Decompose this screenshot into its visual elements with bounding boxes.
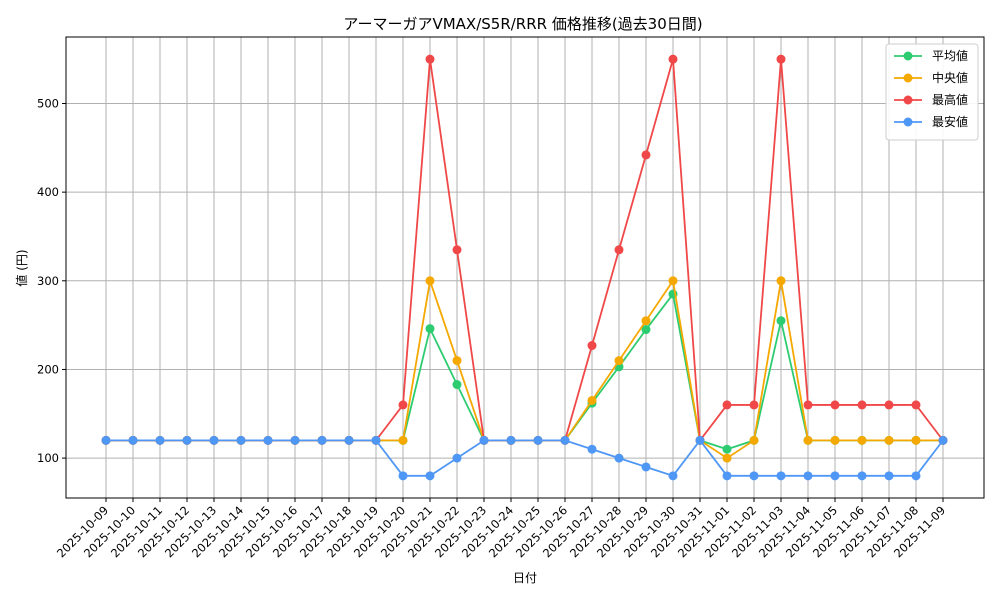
data-point: [344, 435, 354, 445]
y-tick-label: 100: [37, 451, 59, 465]
series-layer: [101, 54, 948, 481]
data-point: [317, 435, 327, 445]
legend-box: [885, 43, 979, 141]
y-tick-label: 400: [37, 185, 59, 199]
data-point: [803, 471, 813, 481]
legend-marker: [903, 95, 913, 105]
data-point: [722, 471, 732, 481]
data-point: [884, 400, 894, 410]
legend-marker: [903, 51, 913, 61]
grid: [66, 37, 984, 498]
data-point: [749, 435, 759, 445]
legend-label: 最安値: [932, 114, 968, 129]
data-point: [749, 400, 759, 410]
data-point: [911, 471, 921, 481]
data-point: [803, 400, 813, 410]
data-point: [209, 435, 219, 445]
data-point: [398, 400, 408, 410]
data-point: [614, 245, 624, 255]
y-tick-label: 300: [37, 274, 59, 288]
data-point: [641, 462, 651, 472]
data-point: [587, 341, 597, 351]
data-point: [452, 245, 462, 255]
data-point: [857, 435, 867, 445]
data-point: [452, 453, 462, 463]
data-point: [614, 356, 624, 366]
data-point: [884, 435, 894, 445]
data-point: [695, 435, 705, 445]
data-point: [830, 400, 840, 410]
series-line: [106, 291, 943, 451]
data-point: [776, 316, 786, 326]
data-point: [560, 435, 570, 445]
data-point: [776, 276, 786, 286]
data-point: [668, 471, 678, 481]
data-point: [722, 444, 732, 454]
y-axis-label: 値 (円): [14, 249, 29, 286]
legend-label: 中央値: [932, 70, 968, 85]
x-axis: 2025-10-092025-10-102025-10-112025-10-12…: [54, 498, 948, 560]
y-axis: 100 200 300 400 500: [37, 96, 66, 465]
data-point: [749, 471, 759, 481]
data-point: [668, 54, 678, 64]
data-point: [803, 435, 813, 445]
series-1: [101, 289, 948, 454]
series-3: [101, 54, 948, 445]
data-point: [668, 276, 678, 286]
data-point: [425, 54, 435, 64]
data-point: [722, 400, 732, 410]
data-point: [830, 471, 840, 481]
x-axis-label: 日付: [513, 571, 537, 585]
data-point: [479, 435, 489, 445]
data-point: [857, 400, 867, 410]
data-point: [128, 435, 138, 445]
data-point: [641, 150, 651, 160]
data-point: [236, 435, 246, 445]
data-point: [857, 471, 867, 481]
series-line: [106, 58, 944, 443]
plot-area: [65, 36, 985, 499]
data-point: [776, 471, 786, 481]
y-tick-label: 200: [37, 362, 59, 376]
data-point: [830, 435, 840, 445]
data-point: [263, 435, 273, 445]
data-point: [614, 453, 624, 463]
chart-title: アーマーガアVMAX/S5R/RRR 価格推移(過去30日間): [343, 15, 702, 33]
data-point: [911, 400, 921, 410]
data-point: [452, 356, 462, 366]
y-tick-label: 500: [37, 96, 59, 110]
data-point: [425, 324, 435, 334]
data-point: [155, 435, 165, 445]
data-point: [641, 325, 651, 335]
data-point: [425, 471, 435, 481]
data-point: [371, 435, 381, 445]
data-point: [587, 395, 597, 405]
data-point: [452, 380, 462, 390]
data-point: [506, 435, 516, 445]
data-point: [911, 435, 921, 445]
data-point: [533, 435, 543, 445]
data-point: [722, 453, 732, 463]
legend-marker: [903, 73, 913, 83]
data-point: [182, 435, 192, 445]
data-point: [641, 316, 651, 326]
data-point: [290, 435, 300, 445]
data-point: [938, 435, 948, 445]
data-point: [101, 435, 111, 445]
data-point: [587, 444, 597, 454]
data-point: [398, 471, 408, 481]
data-point: [398, 435, 408, 445]
legend-label: 最高値: [932, 92, 968, 107]
legend-label: 平均値: [932, 48, 968, 63]
data-point: [884, 471, 894, 481]
data-point: [776, 54, 786, 64]
legend-marker: [903, 117, 913, 127]
series-4: [101, 435, 948, 481]
data-point: [425, 276, 435, 286]
